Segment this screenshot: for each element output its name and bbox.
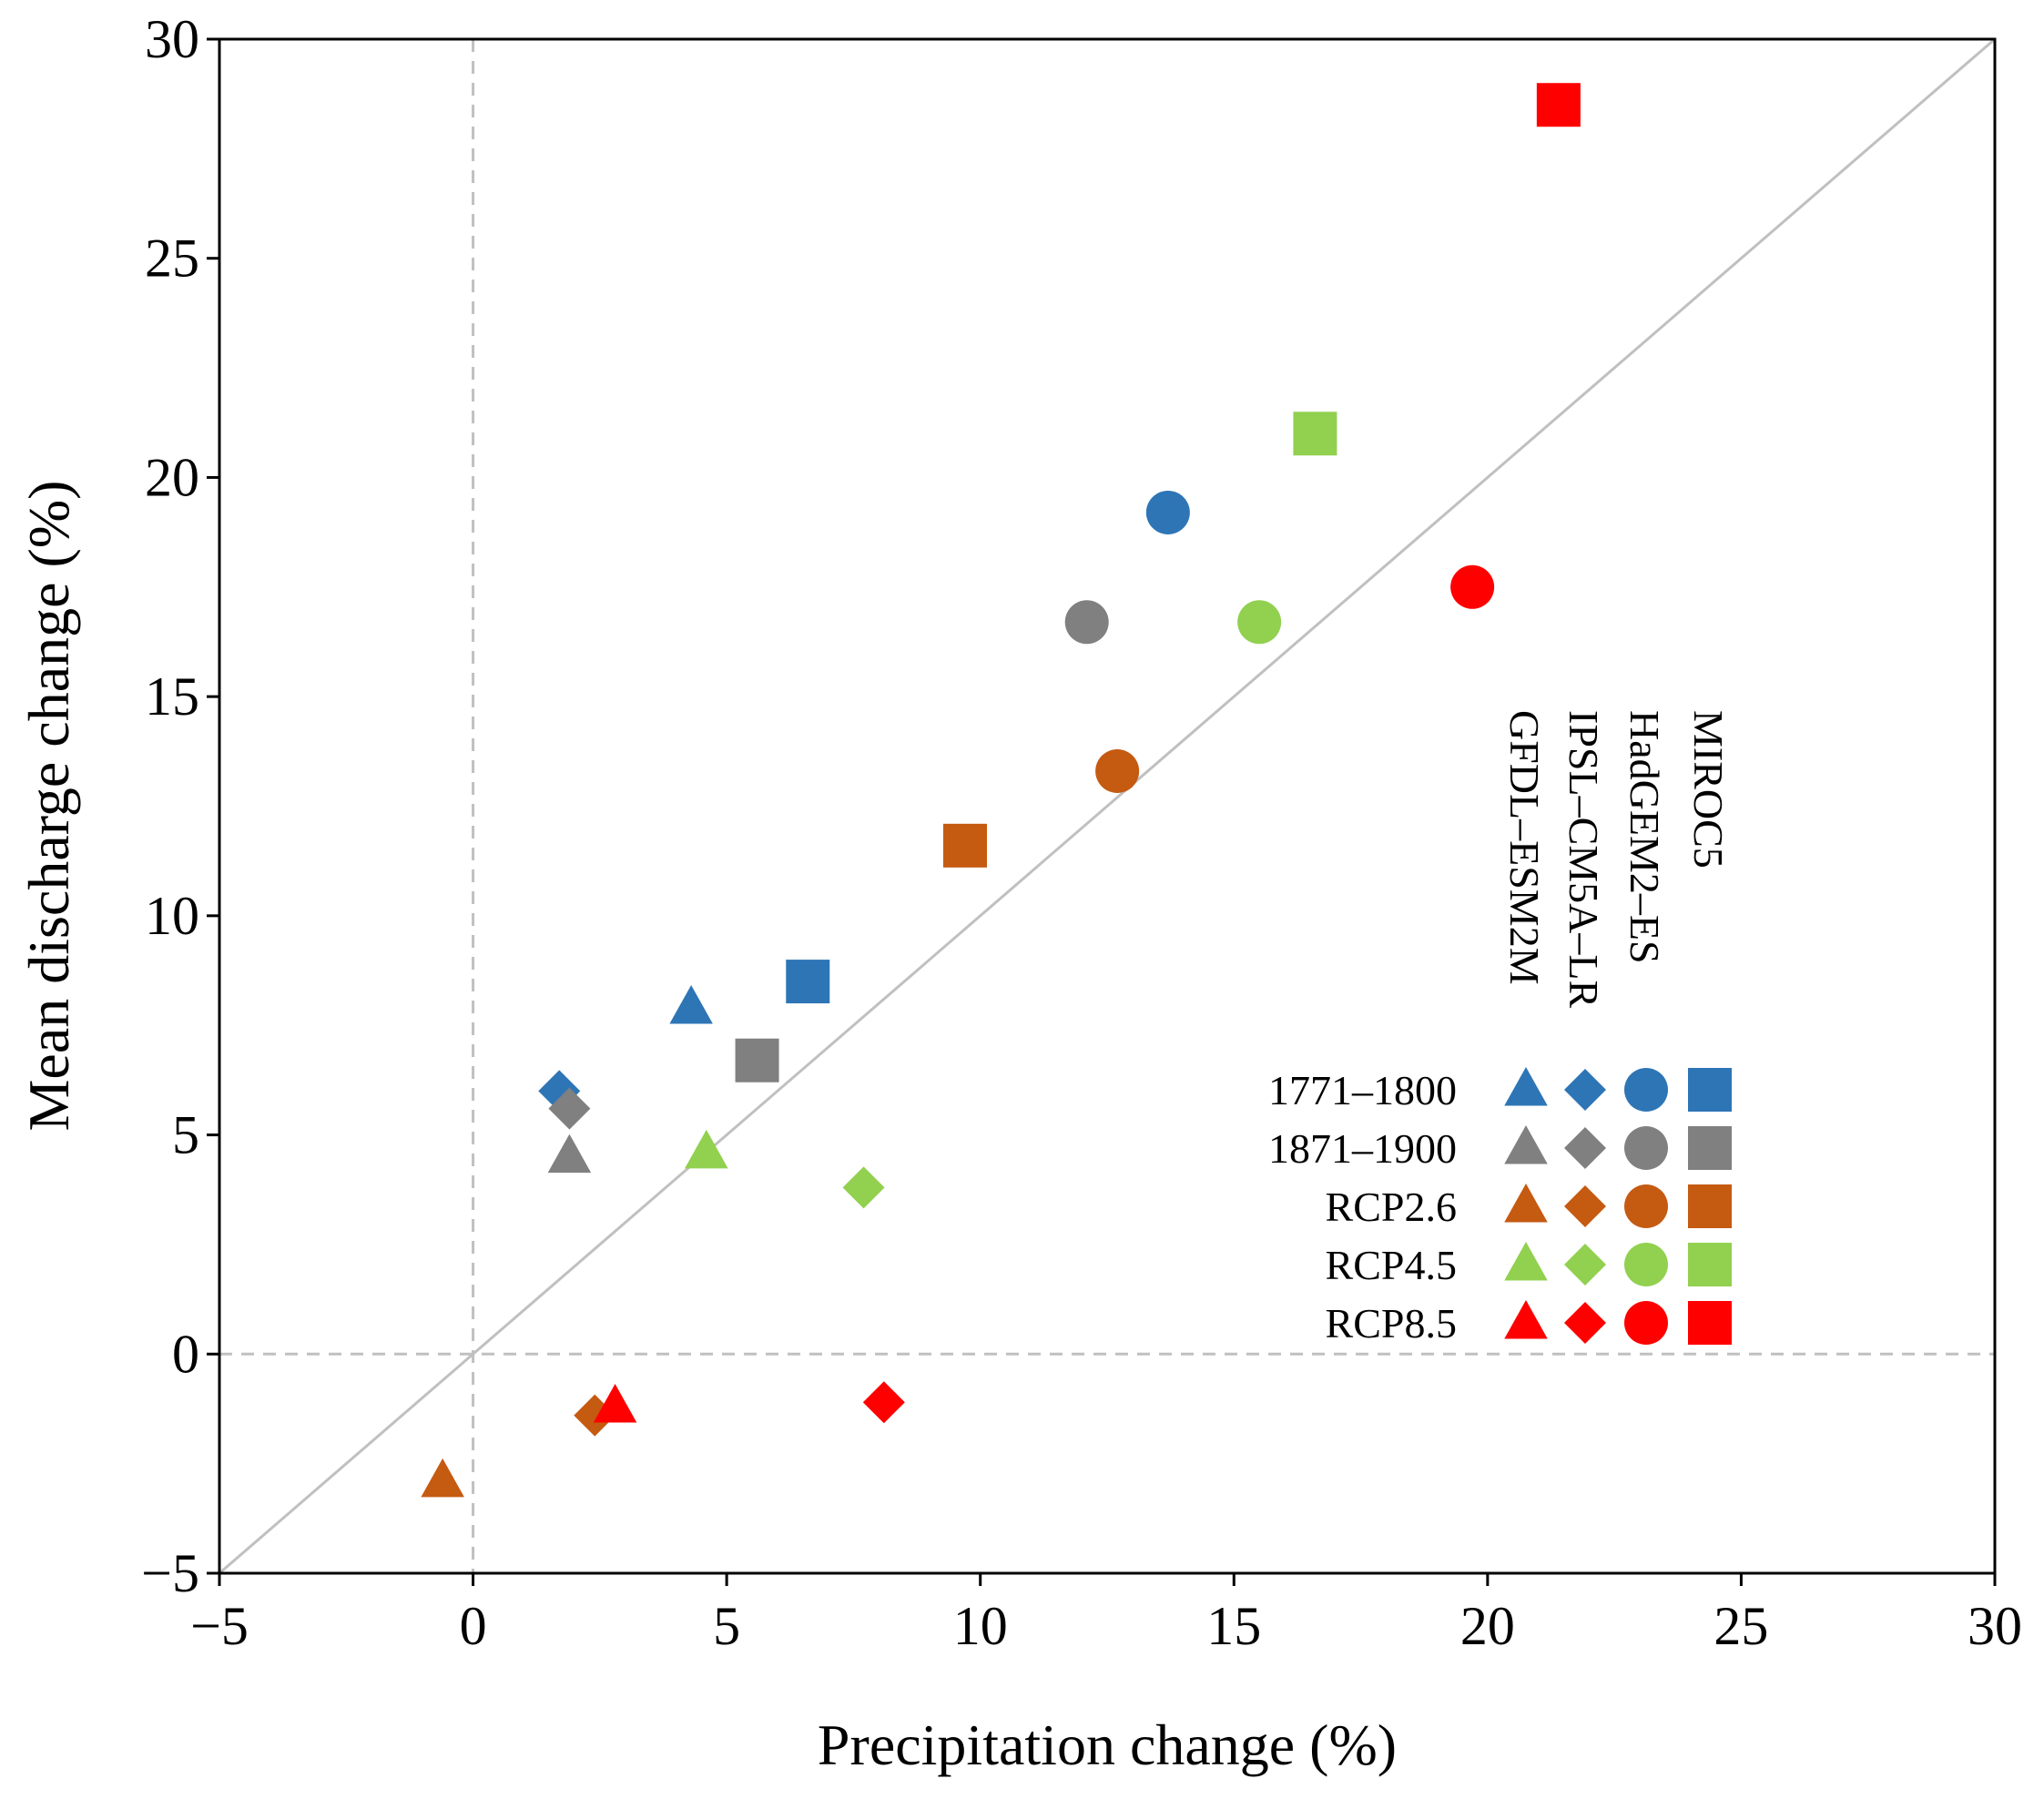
legend-marker-diamond (1564, 1127, 1606, 1169)
x-tick-label: 5 (713, 1596, 740, 1656)
legend-model-label: MIROC5 (1685, 710, 1732, 869)
data-point-square (786, 960, 830, 1004)
x-tick-label: 0 (460, 1596, 487, 1656)
data-point-circle (1064, 600, 1109, 645)
y-tick-label: 0 (172, 1324, 199, 1384)
legend-marker-circle (1624, 1243, 1668, 1286)
data-point-diamond (548, 1087, 591, 1130)
data-point-circle (1095, 748, 1140, 793)
legend-series-label: 1871–1900 (1268, 1125, 1457, 1172)
y-tick-label: 25 (145, 229, 199, 289)
data-point-circle (1237, 600, 1282, 645)
y-tick-label: 30 (145, 9, 199, 69)
data-point-circle (1145, 490, 1190, 534)
legend-marker-square (1688, 1243, 1732, 1286)
legend-marker-square (1688, 1126, 1732, 1170)
y-tick-label: −5 (141, 1543, 199, 1603)
legend-marker-triangle (1504, 1125, 1548, 1164)
reference-lines (219, 37, 1996, 1575)
legend-model-label: GFDL–ESM2M (1501, 710, 1548, 985)
legend-series-label: 1771–1800 (1268, 1067, 1457, 1113)
data-point-triangle (593, 1384, 637, 1423)
legend-marker-triangle (1504, 1242, 1548, 1281)
data-point-circle (1450, 564, 1495, 609)
y-tick-label: 10 (145, 886, 199, 946)
legend-marker-diamond (1564, 1185, 1606, 1227)
legend-marker-circle (1624, 1068, 1668, 1112)
legend-marker-diamond (1564, 1069, 1606, 1111)
legend-marker-diamond (1564, 1302, 1606, 1344)
data-point-square (943, 823, 987, 868)
legend-marker-square (1688, 1301, 1732, 1345)
x-tick-label: 10 (953, 1596, 1008, 1656)
x-axis-title: Precipitation change (%) (818, 1713, 1397, 1777)
legend-marker-square (1688, 1184, 1732, 1228)
data-point-square (1536, 83, 1581, 127)
legend-marker-triangle (1504, 1300, 1548, 1339)
y-tick-label: 15 (145, 666, 199, 727)
x-tick-label: 30 (1968, 1596, 2022, 1656)
y-axis-title: Mean discharge change (%) (16, 481, 81, 1132)
x-tick-labels: −5 0 5 10 15 20 25 30 (190, 1596, 2022, 1656)
legend-marker-diamond (1564, 1244, 1606, 1286)
legend-marker-triangle (1504, 1067, 1548, 1106)
x-tick-label: 25 (1714, 1596, 1768, 1656)
legend-marker-triangle (1504, 1184, 1548, 1223)
legend-marker-circle (1624, 1126, 1668, 1170)
data-point-triangle (669, 984, 713, 1024)
y-tick-label: 20 (145, 447, 199, 507)
legend-model-label: HadGEM2–ES (1622, 710, 1668, 964)
legend-series-label: RCP2.6 (1326, 1184, 1457, 1230)
data-point-diamond (862, 1381, 905, 1424)
data-point-triangle (685, 1129, 728, 1169)
data-point-square (735, 1038, 779, 1082)
x-tick-label: 15 (1206, 1596, 1261, 1656)
one-to-one-line (219, 37, 1996, 1575)
y-tick-labels: −5 0 5 10 15 20 25 30 (141, 9, 199, 1603)
data-point-diamond (842, 1166, 885, 1209)
y-tick-label: 5 (172, 1105, 199, 1165)
plot-frame (218, 37, 1997, 1575)
legend-marker-circle (1624, 1184, 1668, 1228)
data-points (421, 83, 1581, 1498)
axis-ticks (207, 37, 1997, 1586)
legend: GFDL–ESM2M IPSL–CM5A–LR HadGEM2–ES MIROC5 17… (1268, 710, 1732, 1347)
legend-series-label: RCP4.5 (1326, 1242, 1457, 1288)
data-point-square (1293, 412, 1337, 456)
data-point-triangle (547, 1133, 592, 1174)
legend-model-label: IPSL–CM5A–LR (1561, 710, 1607, 1008)
x-tick-label: −5 (190, 1596, 249, 1656)
data-point-triangle (421, 1458, 464, 1498)
legend-series-label: RCP8.5 (1326, 1300, 1457, 1347)
legend-marker-circle (1624, 1301, 1668, 1345)
legend-marker-square (1688, 1068, 1732, 1112)
x-tick-label: 20 (1460, 1596, 1515, 1656)
